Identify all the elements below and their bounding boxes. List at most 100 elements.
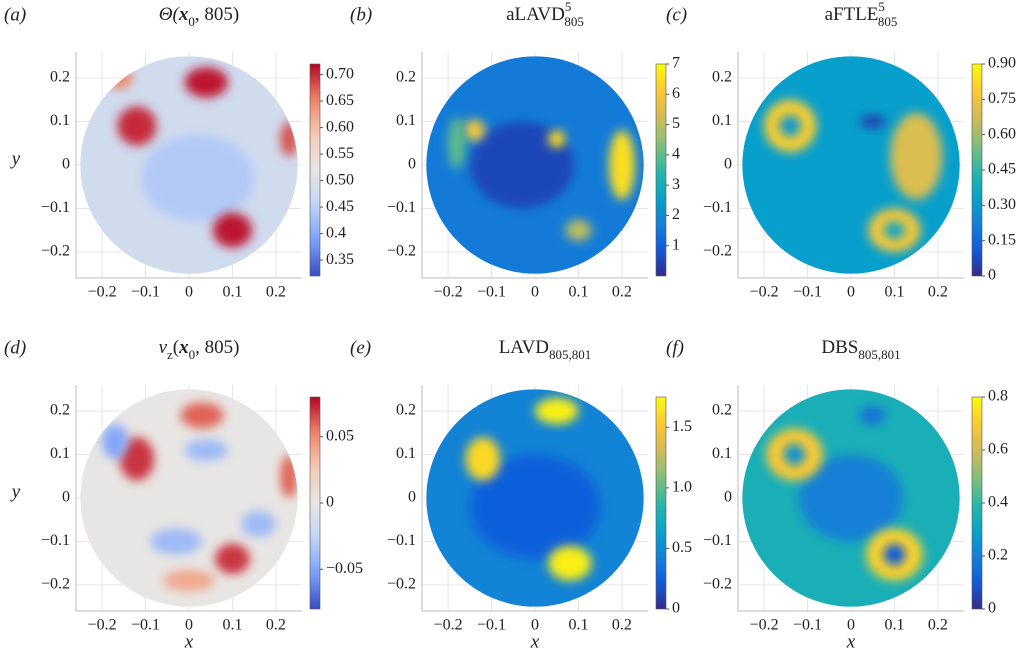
field-blob bbox=[798, 454, 904, 542]
colorbar-tick-label: 0 bbox=[988, 600, 996, 617]
field bbox=[80, 56, 298, 274]
field-blob bbox=[465, 437, 501, 481]
axis-frame bbox=[75, 52, 302, 279]
axis-frame bbox=[421, 52, 648, 279]
y-tick-label: 0.1 bbox=[396, 112, 416, 129]
colorbar-tick-label: 0 bbox=[672, 600, 680, 617]
y-tick-label: −0.2 bbox=[387, 243, 416, 260]
colorbar-tick-label: 1.0 bbox=[672, 479, 692, 496]
x-tick-label: 0.1 bbox=[222, 617, 242, 634]
colorbar-tick-label: 0.2 bbox=[988, 547, 1008, 564]
colorbar bbox=[971, 396, 983, 610]
field bbox=[742, 56, 960, 274]
colorbar-tick-label: 0.6 bbox=[988, 441, 1008, 458]
colorbar bbox=[971, 63, 983, 277]
field-blob bbox=[779, 115, 802, 137]
panel: −0.2 −0.1 0 0.1 0.2 −0.2 −0.1 0 0.1 0.2 1 2 3 4 5 6 7 (b)… bbox=[350, 0, 680, 301]
field bbox=[426, 56, 644, 274]
title-part: x bbox=[178, 4, 189, 25]
y-tick-label: −0.2 bbox=[41, 576, 70, 593]
colorbar-tick-label: 0.55 bbox=[326, 145, 354, 162]
x-tick-label: 0.1 bbox=[568, 284, 588, 301]
y-tick-label: −0.2 bbox=[703, 576, 732, 593]
title-part: LAVD bbox=[499, 337, 549, 358]
field-blob bbox=[280, 121, 298, 157]
y-tick-label: 0.2 bbox=[712, 69, 732, 86]
x-tick-label: 0 bbox=[847, 284, 855, 301]
x-tick-label: −0.2 bbox=[434, 284, 463, 301]
colorbar bbox=[309, 396, 321, 610]
panel-label: (e) bbox=[350, 337, 371, 358]
x-tick-label: −0.2 bbox=[88, 617, 117, 634]
title-part: 5 bbox=[565, 0, 572, 14]
y-tick-label: 0.1 bbox=[50, 445, 70, 462]
title-part: x bbox=[178, 337, 189, 358]
x-tick-label: 0.2 bbox=[266, 617, 286, 634]
colorbar-tick-label: 0.50 bbox=[326, 171, 354, 188]
colorbar bbox=[655, 63, 667, 277]
panel: −0.2 −0.1 0 0.1 0.2 −0.2 −0.1 0 0.1 0.2 0 0.15 0.30 0… bbox=[666, 0, 1016, 301]
field-blob bbox=[241, 511, 276, 538]
x-tick-label: −0.1 bbox=[477, 284, 506, 301]
colorbar-tick-label: 0.35 bbox=[326, 251, 354, 268]
x-tick-label: 0 bbox=[185, 284, 193, 301]
y-tick-label: 0 bbox=[724, 489, 732, 506]
chart-title: LAVD805,801 bbox=[499, 337, 592, 362]
field-blob bbox=[117, 106, 157, 146]
colorbar-tick-label: 7 bbox=[672, 55, 680, 72]
y-tick-label: 0.2 bbox=[50, 69, 70, 86]
field-blob bbox=[149, 528, 203, 555]
x-tick-label: 0.1 bbox=[884, 284, 904, 301]
x-tick-label: 0 bbox=[531, 284, 539, 301]
y-tick-label: 0 bbox=[62, 489, 70, 506]
axis-frame bbox=[737, 52, 964, 279]
field-blob bbox=[783, 443, 806, 466]
y-axis-label: y bbox=[10, 148, 21, 169]
field-blob bbox=[469, 121, 575, 209]
title-part: 0 bbox=[188, 14, 195, 29]
chart-title: Θ(x0, 805) bbox=[159, 4, 239, 29]
field-blob bbox=[184, 439, 229, 462]
field-blob bbox=[883, 543, 906, 566]
title-part: aLAVD bbox=[506, 4, 565, 25]
colorbar bbox=[655, 396, 667, 610]
colorbar-tick-label: 0.4 bbox=[326, 224, 346, 241]
title-part: aFTLE bbox=[825, 4, 879, 25]
colorbar-tick-label: 0 bbox=[988, 267, 996, 284]
x-tick-label: 0 bbox=[847, 617, 855, 634]
field-blob bbox=[184, 67, 229, 98]
axis-frame bbox=[421, 385, 648, 612]
y-tick-label: 0.2 bbox=[712, 402, 732, 419]
panel: −0.2 −0.1 0 0.1 0.2 −0.2 −0.1 0 0.1 0.2 −0.05 0 0.05… bbox=[4, 337, 363, 652]
x-tick-label: 0 bbox=[185, 617, 193, 634]
y-tick-label: 0.2 bbox=[396, 402, 416, 419]
field bbox=[80, 389, 298, 607]
title-part: 805,801 bbox=[549, 347, 591, 362]
colorbar-tick-label: 0.4 bbox=[988, 494, 1008, 511]
x-tick-label: −0.2 bbox=[750, 617, 779, 634]
field-blob bbox=[859, 406, 886, 425]
panel-label: (a) bbox=[4, 4, 26, 25]
colorbar-tick-label: 0.05 bbox=[326, 427, 354, 444]
field-blob bbox=[141, 134, 255, 222]
x-axis-label: x bbox=[530, 631, 540, 652]
title-part: 805 bbox=[878, 14, 898, 29]
field-blob bbox=[119, 437, 155, 481]
panel: −0.2 −0.1 0 0.1 0.2 −0.2 −0.1 0 0.1 0.2 0 0.5 1.0 1.5… bbox=[350, 337, 692, 652]
colorbar-tick-label: 1.5 bbox=[672, 418, 692, 435]
field-blob bbox=[212, 212, 253, 248]
y-tick-label: 0 bbox=[62, 156, 70, 173]
field-blob bbox=[883, 221, 906, 239]
field-blob bbox=[535, 398, 579, 425]
field-blob bbox=[162, 569, 216, 592]
y-tick-label: 0.1 bbox=[50, 112, 70, 129]
colorbar-tick-label: 0.30 bbox=[988, 196, 1016, 213]
colorbar-tick-label: 6 bbox=[672, 85, 680, 102]
colorbar-tick-label: 3 bbox=[672, 176, 680, 193]
y-tick-label: −0.1 bbox=[41, 199, 70, 216]
x-tick-label: −0.1 bbox=[131, 284, 160, 301]
colorbar-tick-label: 0.8 bbox=[988, 388, 1008, 405]
x-tick-label: 0.2 bbox=[928, 284, 948, 301]
y-tick-label: −0.2 bbox=[41, 243, 70, 260]
